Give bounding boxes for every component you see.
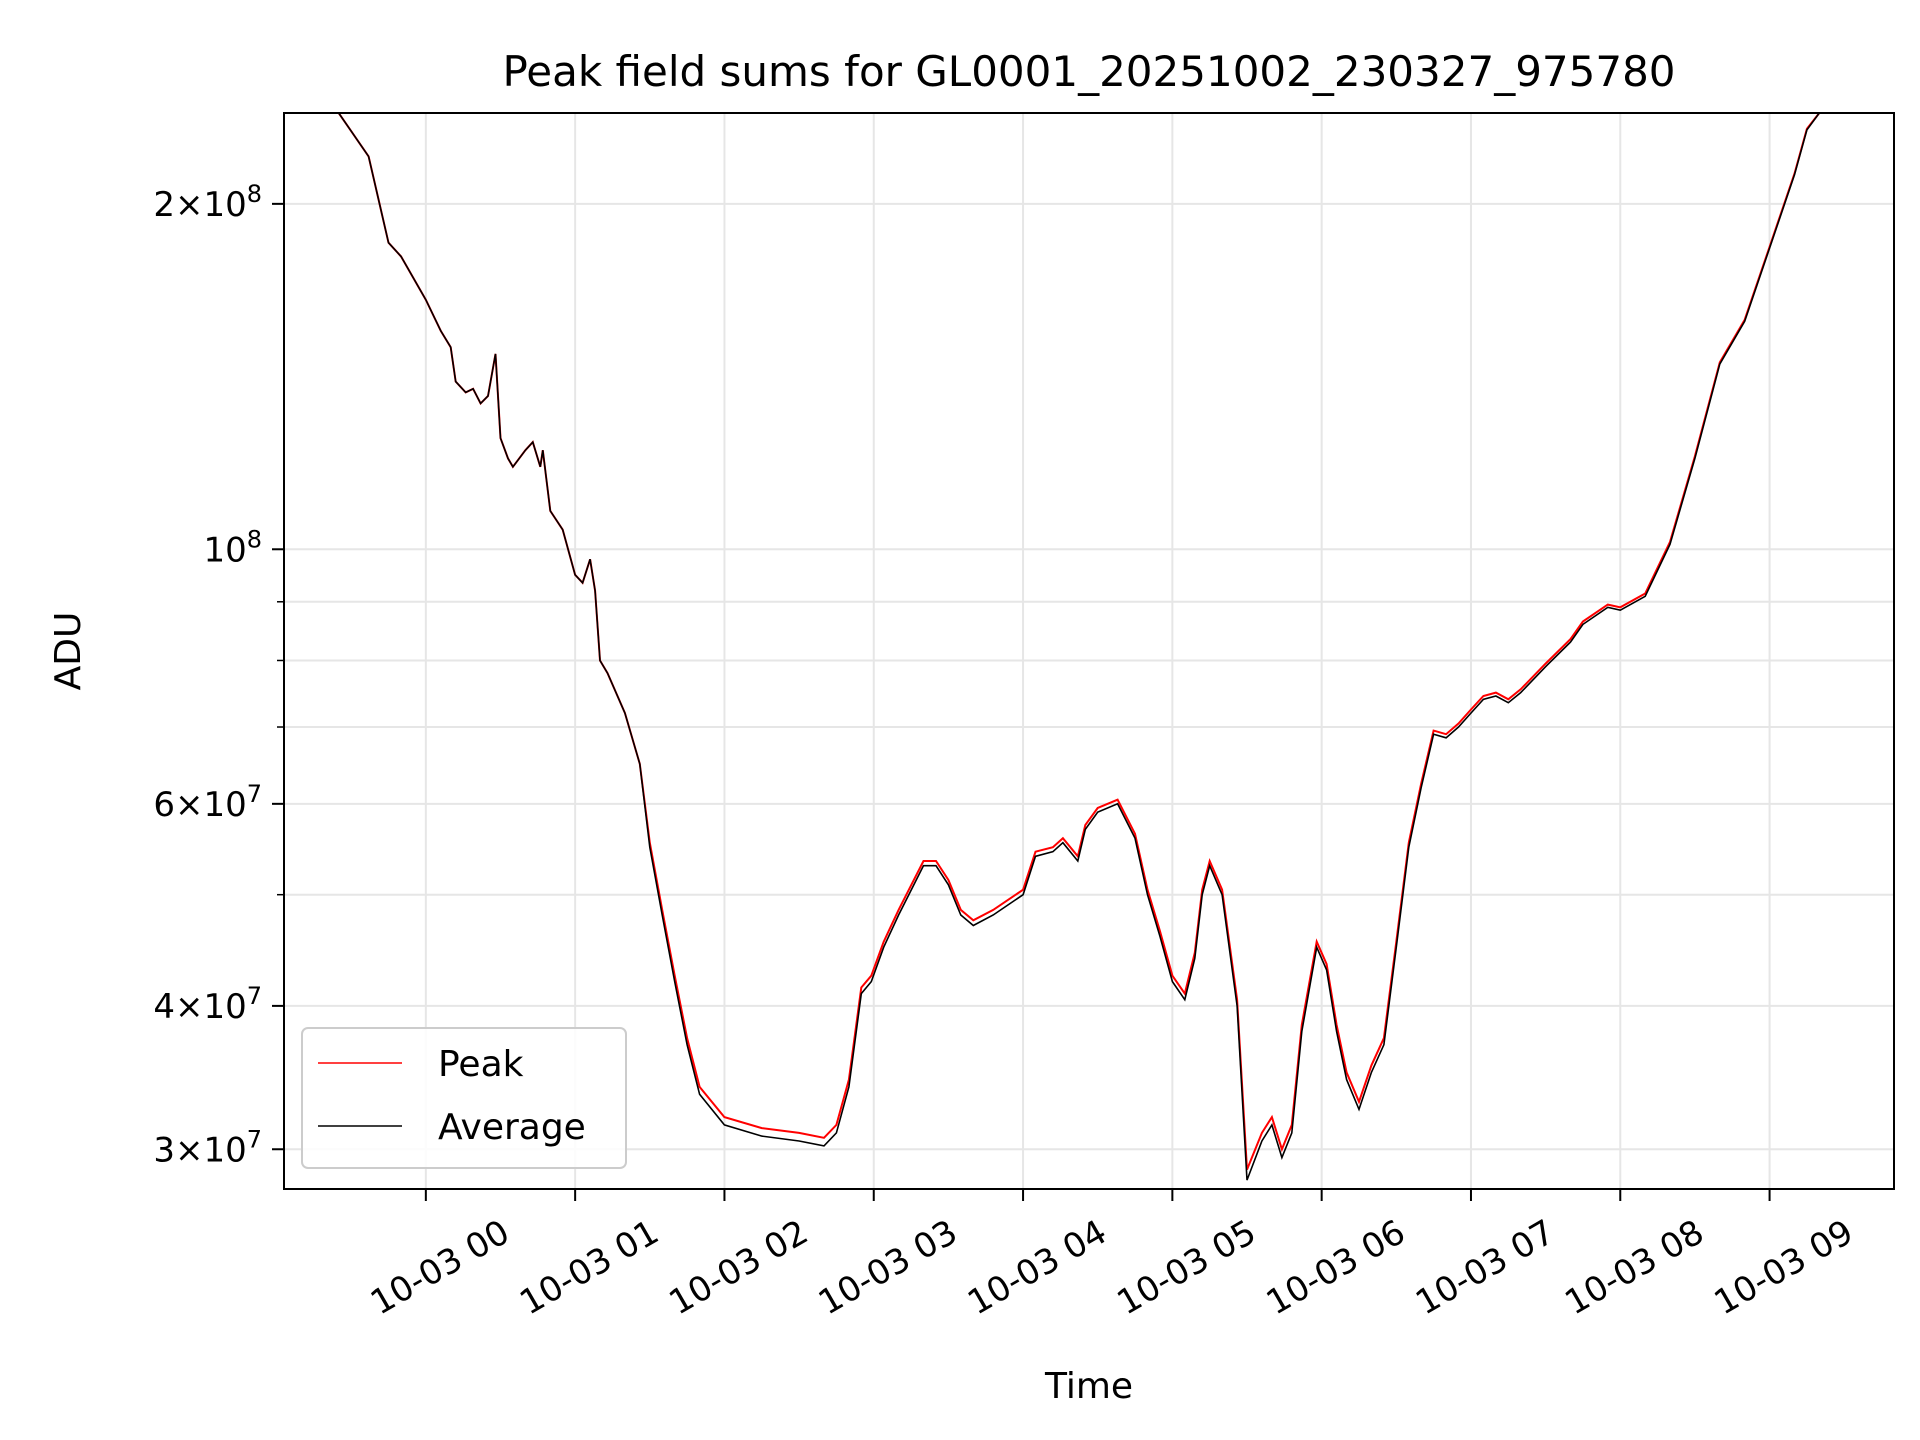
series-line-average bbox=[284, 113, 1894, 1181]
y-tick-label: 108 bbox=[203, 525, 262, 570]
legend-label-peak: Peak bbox=[438, 1044, 524, 1085]
legend-label-average: Average bbox=[438, 1107, 586, 1148]
y-tick-label: 4×107 bbox=[153, 982, 262, 1027]
x-axis-label: Time bbox=[1044, 1366, 1133, 1407]
y-axis-label: ADU bbox=[48, 612, 89, 691]
legend: Peak Average bbox=[301, 1027, 627, 1169]
series-lines bbox=[284, 113, 1894, 1181]
chart-title: Peak field sums for GL0001_20251002_2303… bbox=[502, 47, 1675, 96]
y-tick-label: 6×107 bbox=[153, 780, 262, 825]
y-tick-label: 2×108 bbox=[153, 180, 262, 225]
y-tick-label: 3×107 bbox=[153, 1125, 262, 1170]
plot-area-frame bbox=[283, 112, 1895, 1190]
